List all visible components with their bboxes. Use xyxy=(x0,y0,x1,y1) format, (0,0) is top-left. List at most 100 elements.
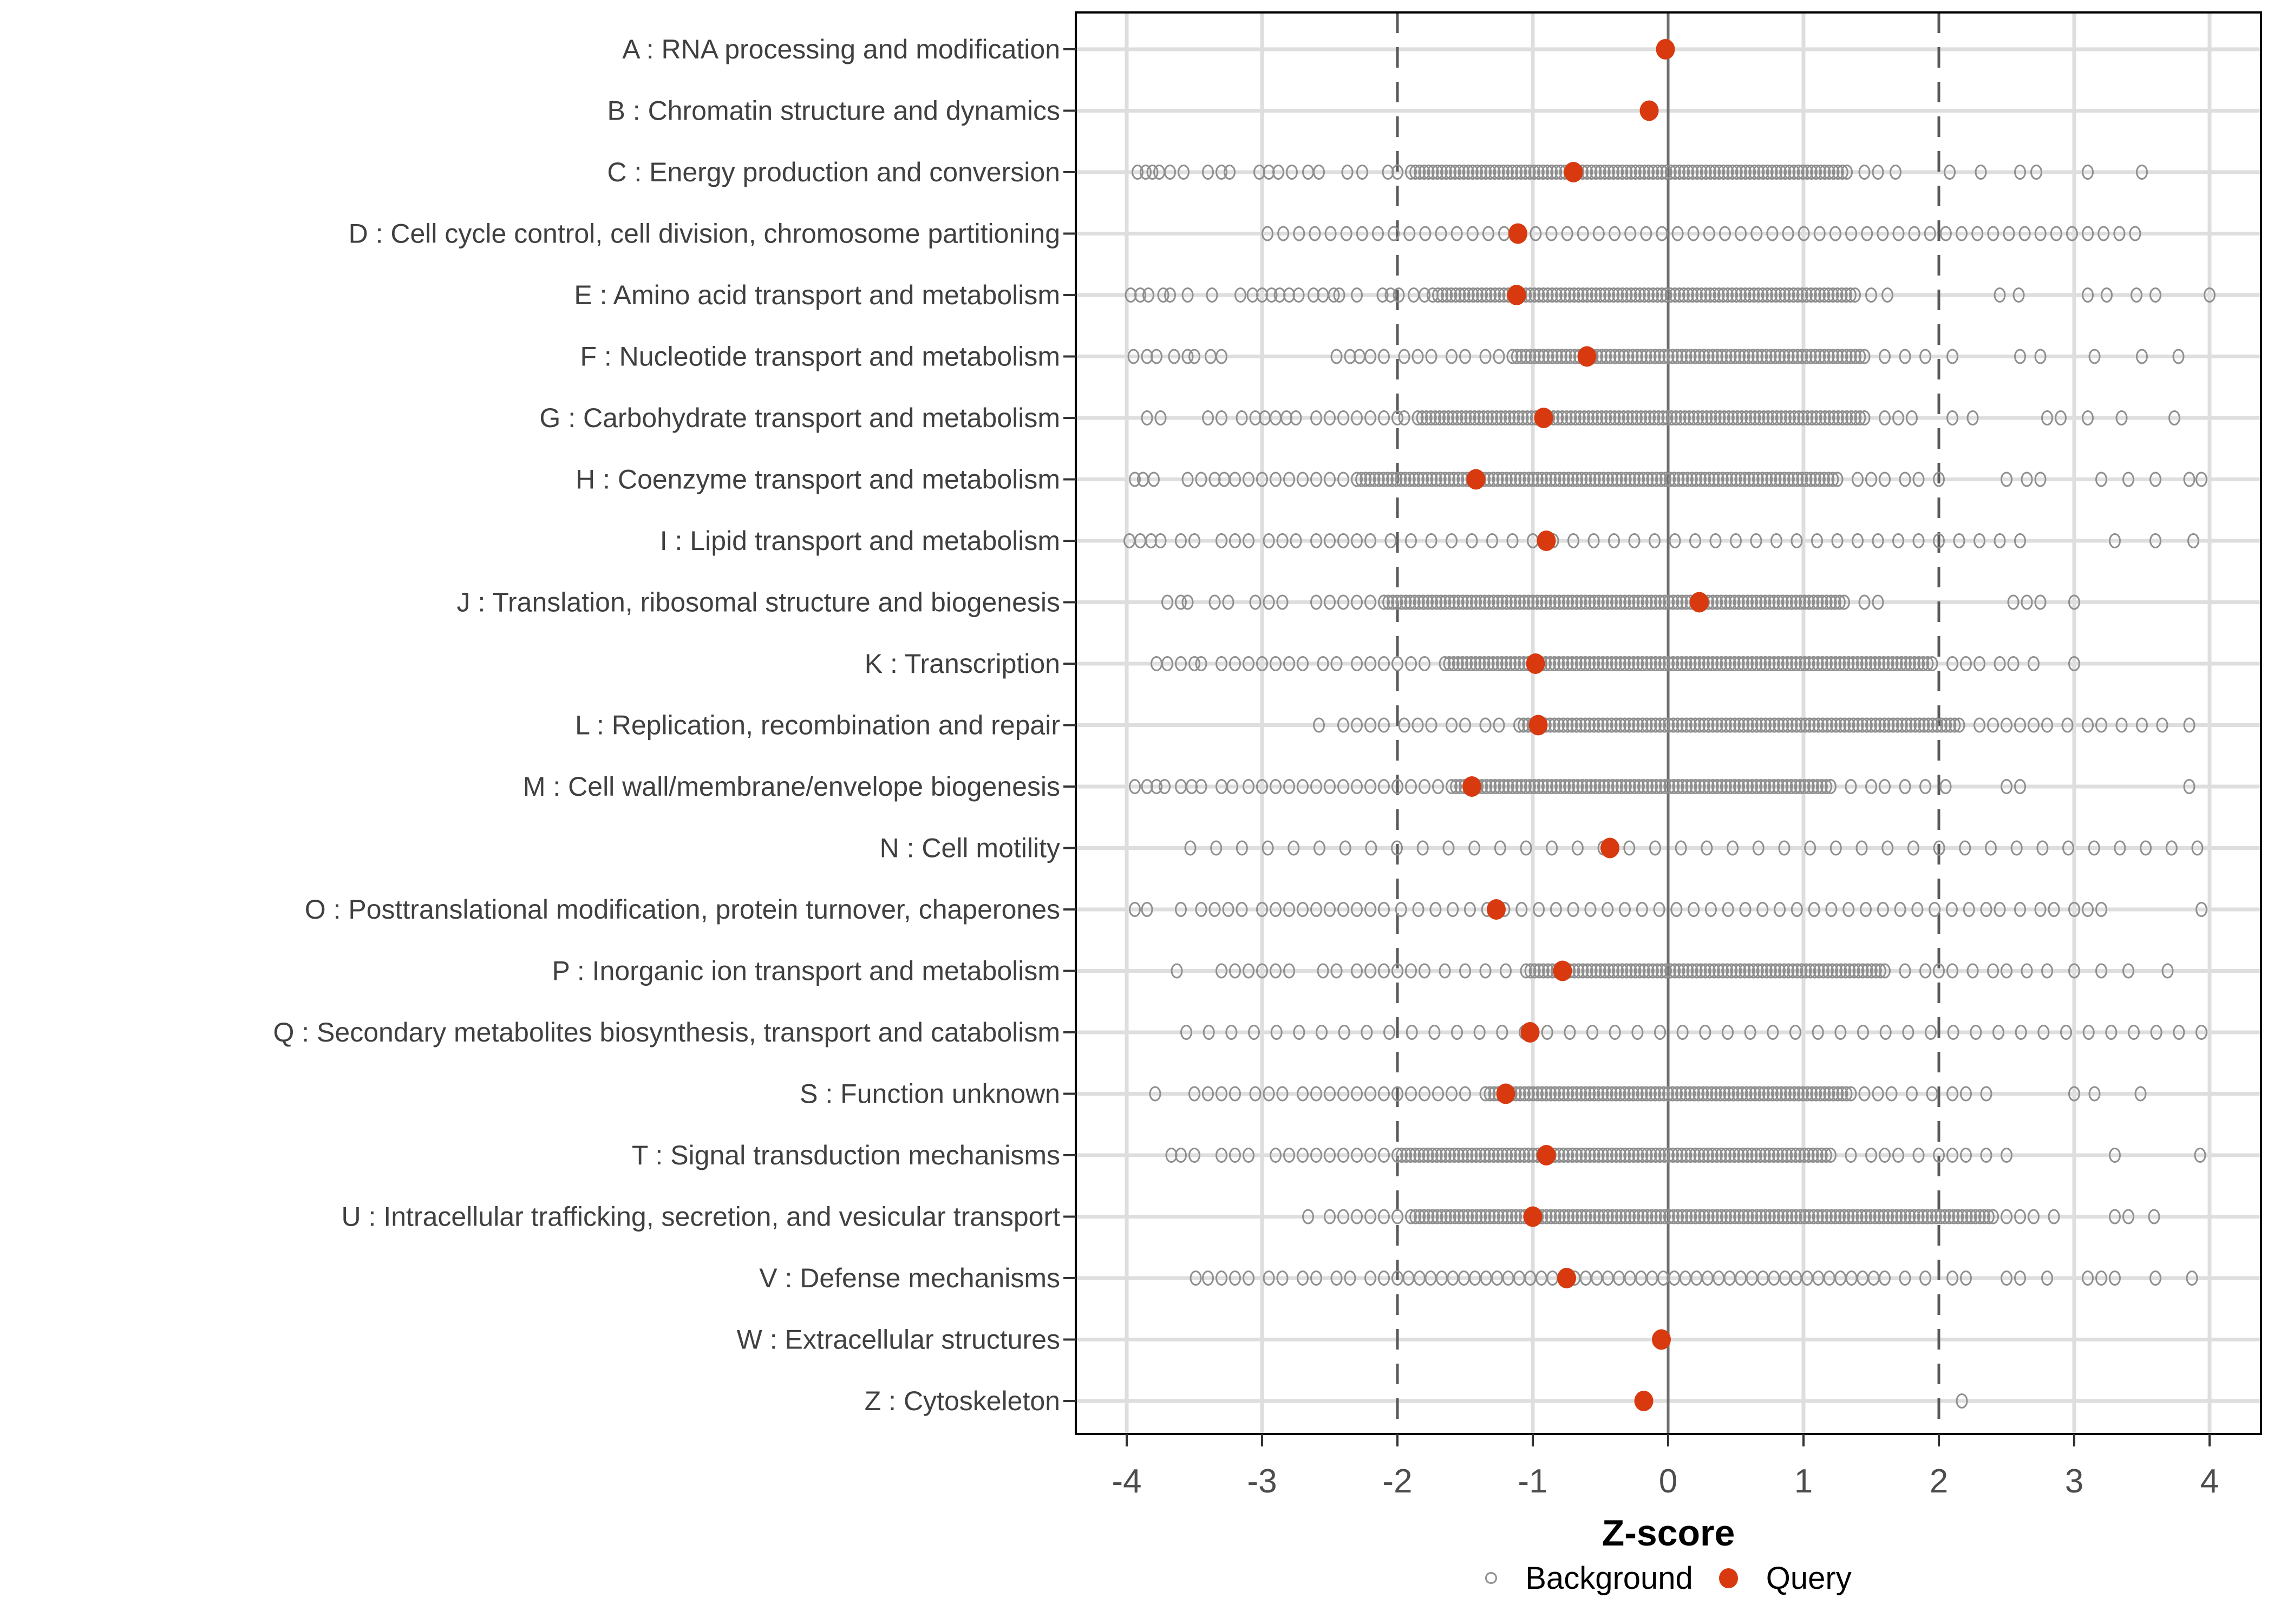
background-point xyxy=(1504,410,1516,425)
background-point xyxy=(1479,1086,1492,1102)
background-point xyxy=(1316,1025,1328,1040)
background-point xyxy=(1803,717,1816,733)
background-point xyxy=(1764,717,1776,733)
background-point xyxy=(1827,472,1839,487)
background-point xyxy=(1653,902,1665,917)
background-point xyxy=(1933,1148,1945,1163)
background-point xyxy=(1421,472,1434,487)
background-point xyxy=(1444,1209,1456,1224)
background-point xyxy=(1890,165,1901,180)
background-point xyxy=(1783,287,1795,303)
background-point xyxy=(1816,1209,1828,1224)
background-point xyxy=(1500,963,1512,979)
background-point xyxy=(1459,717,1471,733)
background-point xyxy=(2066,226,2078,241)
background-point xyxy=(1340,226,1352,241)
background-point xyxy=(1659,779,1671,794)
background-point xyxy=(1834,1025,1847,1040)
background-point xyxy=(1435,1209,1448,1224)
background-point xyxy=(1502,779,1514,794)
background-point xyxy=(1651,165,1664,180)
background-point xyxy=(1940,717,1952,733)
background-point xyxy=(1188,1086,1200,1102)
background-point xyxy=(2082,165,2094,180)
background-point xyxy=(1683,410,1695,425)
background-point xyxy=(1676,1025,1689,1040)
background-point xyxy=(2122,1209,2134,1224)
background-point xyxy=(1450,226,1463,241)
background-point xyxy=(1360,472,1372,487)
x-tick-label: 0 xyxy=(1659,1463,1677,1500)
background-point xyxy=(1638,963,1650,979)
background-point xyxy=(1969,1209,1982,1224)
background-point xyxy=(1338,1025,1350,1040)
background-point xyxy=(1948,1209,1960,1224)
background-point xyxy=(1720,1148,1732,1163)
background-point xyxy=(1229,963,1241,979)
background-point xyxy=(1426,472,1438,487)
background-point xyxy=(1140,165,1152,180)
background-point xyxy=(1877,1209,1890,1224)
background-point xyxy=(1283,1148,1295,1163)
background-point xyxy=(1594,287,1606,303)
background-point xyxy=(1786,717,1798,733)
background-point xyxy=(1422,1148,1434,1163)
background-point xyxy=(1510,1148,1522,1163)
background-point xyxy=(1767,1025,1779,1040)
background-point xyxy=(1413,1148,1426,1163)
background-point xyxy=(1892,533,1904,548)
background-point xyxy=(1229,656,1241,671)
background-point xyxy=(1636,1086,1648,1102)
background-point xyxy=(1881,840,1894,856)
background-point xyxy=(1752,963,1764,979)
background-point xyxy=(1873,656,1886,671)
background-point xyxy=(1617,410,1630,425)
background-point xyxy=(1611,779,1623,794)
background-point xyxy=(1310,1271,1322,1286)
background-point xyxy=(1799,656,1811,671)
background-point xyxy=(2021,594,2033,610)
background-point xyxy=(1483,1148,1495,1163)
background-point xyxy=(1829,840,1842,856)
background-point xyxy=(1755,656,1767,671)
background-point xyxy=(1689,1209,1702,1224)
background-point xyxy=(1791,963,1803,979)
background-point xyxy=(1528,349,1541,364)
background-point xyxy=(1649,840,1661,856)
background-point xyxy=(1151,349,1162,364)
background-point xyxy=(2014,165,2026,180)
background-point xyxy=(1645,656,1657,671)
background-point xyxy=(1746,1209,1759,1224)
background-point xyxy=(1229,1148,1241,1163)
background-point xyxy=(1711,349,1723,364)
background-point xyxy=(1216,410,1227,425)
background-point xyxy=(1557,656,1570,671)
background-point xyxy=(1814,349,1826,364)
background-point xyxy=(1351,1086,1363,1102)
category-label: A : RNA processing and modification xyxy=(622,34,1060,64)
background-point xyxy=(1493,287,1506,303)
background-point xyxy=(1470,1148,1482,1163)
background-point xyxy=(1724,656,1736,671)
background-point xyxy=(1711,1209,1723,1224)
background-point xyxy=(2036,840,2049,856)
background-point xyxy=(1774,349,1786,364)
background-point xyxy=(1632,1209,1645,1224)
background-point xyxy=(1794,594,1807,610)
background-point xyxy=(1799,1209,1811,1224)
background-point xyxy=(1524,349,1537,364)
background-point xyxy=(1581,963,1593,979)
background-point xyxy=(1944,165,1956,180)
background-point xyxy=(1839,963,1852,979)
background-point xyxy=(1821,963,1834,979)
background-point xyxy=(1789,1025,1801,1040)
background-point xyxy=(1589,1209,1601,1224)
background-point xyxy=(1827,349,1839,364)
background-point xyxy=(1605,594,1618,610)
background-point xyxy=(1469,656,1482,671)
background-point xyxy=(1654,1148,1666,1163)
background-point xyxy=(1605,1148,1618,1163)
background-point xyxy=(1900,717,1912,733)
background-point xyxy=(1456,656,1468,671)
background-point xyxy=(1676,779,1689,794)
